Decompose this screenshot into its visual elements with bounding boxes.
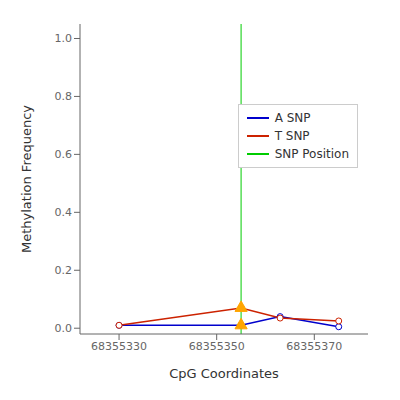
html-text:A SNP: A SNP <box>274 111 311 125</box>
svg-text:0.0: 0.0 <box>55 322 73 335</box>
html-text:T SNP: T SNP <box>274 129 310 143</box>
svg-text:0.6: 0.6 <box>55 148 73 161</box>
svg-text:1.0: 1.0 <box>55 32 73 45</box>
svg-text:68355370: 68355370 <box>286 340 342 353</box>
html-text:SNP Position: SNP Position <box>274 147 349 161</box>
svg-text:0.4: 0.4 <box>55 206 73 219</box>
svg-text:Methylation Frequency: Methylation Frequency <box>19 105 34 253</box>
svg-text:CpG Coordinates: CpG Coordinates <box>169 366 279 381</box>
svg-text:0.8: 0.8 <box>55 90 73 103</box>
svg-text:68355350: 68355350 <box>189 340 245 353</box>
svg-text:68355330: 68355330 <box>91 340 147 353</box>
svg-text:0.2: 0.2 <box>55 264 73 277</box>
